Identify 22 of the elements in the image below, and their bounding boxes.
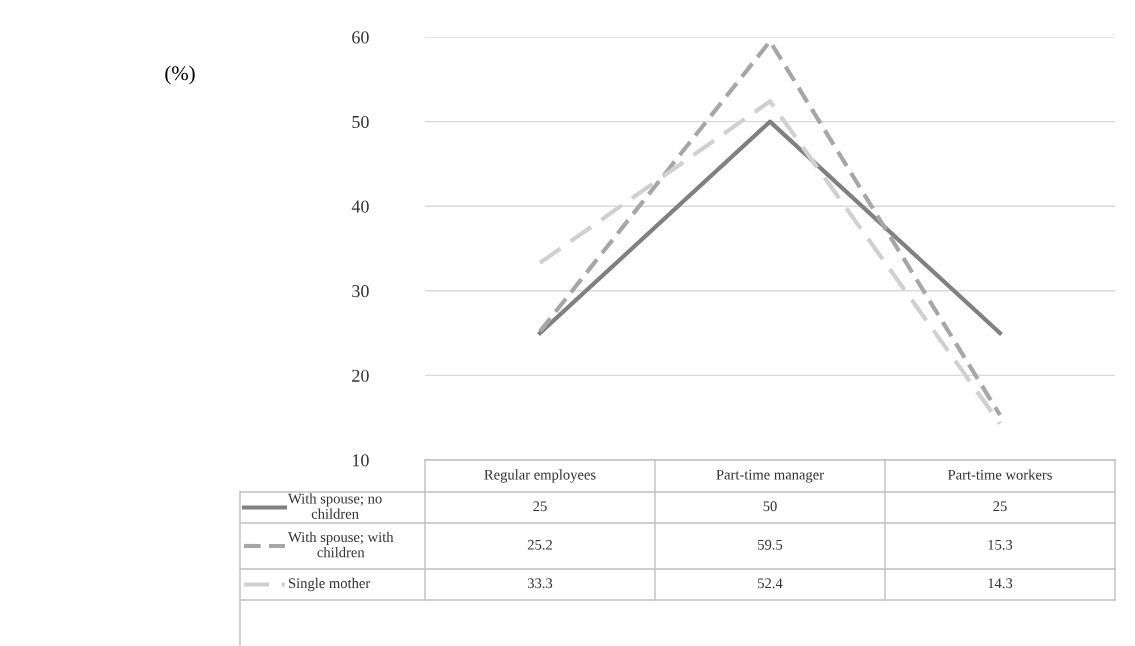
data-label: 59.5: [758, 539, 783, 550]
y-tick-label: 40: [351, 200, 369, 213]
data-label: 33.3: [527, 578, 553, 589]
data-label: 50: [763, 501, 777, 512]
data-label: 25: [993, 501, 1007, 512]
text: (%): [165, 65, 195, 85]
x-tick-label: Part-time workers: [947, 469, 1052, 480]
data-label: 52.4: [758, 578, 783, 589]
y-tick-label: 30: [352, 285, 369, 298]
data-label: 14.3: [988, 578, 1013, 589]
data-label: 15.3: [988, 539, 1013, 550]
x-tick-label: Regular employees: [484, 469, 596, 483]
y-tick-label: 20: [352, 369, 369, 382]
x-tick-label: Part-time manager: [716, 469, 824, 483]
data-label: 25: [533, 501, 547, 512]
y-tick-label: 10: [352, 454, 369, 467]
legend-label: Single mother: [288, 577, 371, 592]
y-tick-label: 60: [352, 31, 369, 44]
data-label: 25.2: [527, 539, 552, 550]
legend-label: With spouse; with children: [288, 531, 394, 558]
legend-label: With spouse; no children: [288, 493, 382, 519]
y-tick-label: 50: [352, 115, 369, 129]
